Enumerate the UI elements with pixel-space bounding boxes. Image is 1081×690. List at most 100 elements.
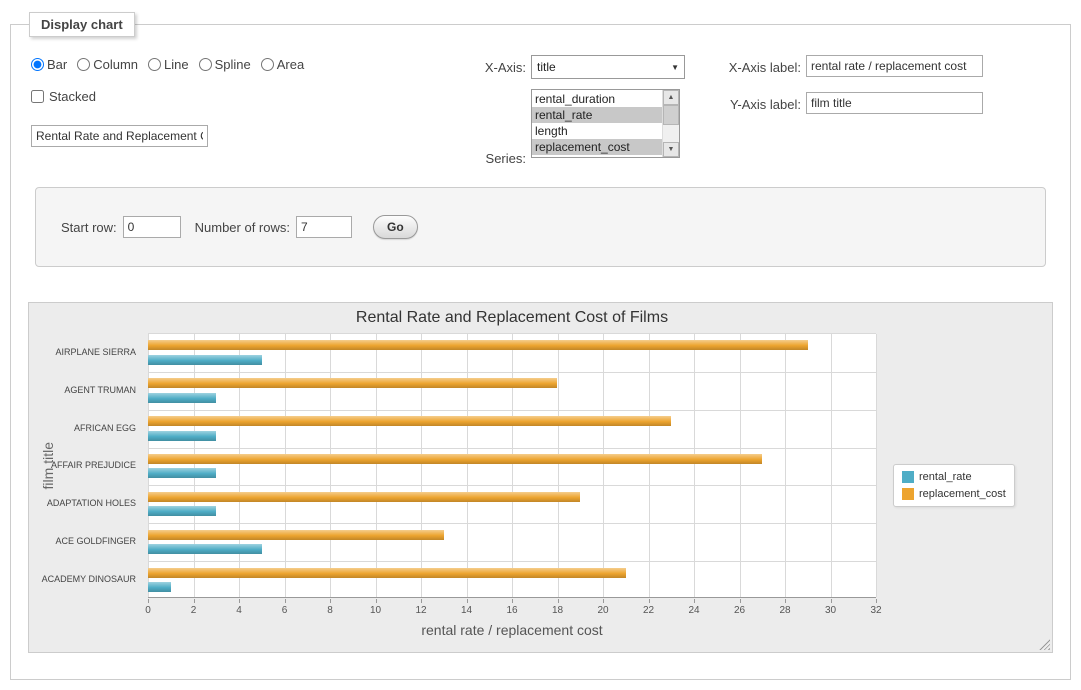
series-option[interactable]: rental_rate <box>532 107 662 123</box>
chart-type-radio-spline[interactable] <box>199 58 212 71</box>
chart-type-option-area[interactable]: Area <box>261 57 304 72</box>
legend-swatch <box>902 471 914 483</box>
bar-rental_rate <box>148 431 216 441</box>
tick-mark <box>239 599 240 603</box>
series-label-text: Series: <box>431 151 526 166</box>
display-chart-panel: Display chart BarColumnLineSplineArea St… <box>10 12 1071 680</box>
start-row-input[interactable] <box>123 216 181 238</box>
bar-replacement_cost <box>148 492 580 502</box>
chart-title: Rental Rate and Replacement Cost of Film… <box>148 309 876 327</box>
y-axis-label-input[interactable] <box>806 92 983 114</box>
scroll-down-icon[interactable]: ▼ <box>663 142 679 157</box>
go-button[interactable]: Go <box>373 215 418 239</box>
stacked-checkbox[interactable] <box>31 90 44 103</box>
chart-type-label: Column <box>93 57 138 72</box>
chart-type-radio-column[interactable] <box>77 58 90 71</box>
bar-rental_rate <box>148 468 216 478</box>
chart-type-radio-line[interactable] <box>148 58 161 71</box>
legend-item-replacement_cost[interactable]: replacement_cost <box>902 488 1006 500</box>
gridline <box>558 334 559 597</box>
series-option[interactable]: rental_duration <box>532 91 662 107</box>
tick-mark <box>376 599 377 603</box>
bar-replacement_cost <box>148 568 626 578</box>
bar-rental_rate <box>148 393 216 403</box>
tick-mark <box>421 599 422 603</box>
tick-mark <box>148 599 149 603</box>
number-of-rows-label: Number of rows: <box>195 220 290 235</box>
category-label: ADAPTATION HOLES <box>29 484 136 522</box>
legend-item-rental_rate[interactable]: rental_rate <box>902 471 1006 483</box>
stacked-option[interactable]: Stacked <box>31 89 96 104</box>
category-axis: AIRPLANE SIERRAAGENT TRUMANAFRICAN EGGAF… <box>29 333 142 598</box>
stacked-label: Stacked <box>49 89 96 104</box>
resize-handle-icon[interactable] <box>1039 639 1050 650</box>
gridline <box>330 334 331 597</box>
tick-mark <box>785 599 786 603</box>
x-axis-ticks: 02468101214161820222426283032 <box>148 599 876 621</box>
chart-legend: rental_rate replacement_cost <box>893 464 1015 507</box>
chart-controls: BarColumnLineSplineArea Stacked X-Axis: … <box>11 37 1070 187</box>
scrollbar-thumb[interactable] <box>663 105 679 125</box>
series-option[interactable]: replacement_cost <box>532 139 662 155</box>
gridline <box>194 334 195 597</box>
x-axis-label-input[interactable] <box>806 55 983 77</box>
category-label: ACADEMY DINOSAUR <box>29 560 136 598</box>
chart-type-option-bar[interactable]: Bar <box>31 57 67 72</box>
gridline <box>148 523 876 524</box>
series-options-list: rental_durationrental_ratelengthreplacem… <box>532 90 662 157</box>
gridline <box>239 334 240 597</box>
bar-replacement_cost <box>148 378 557 388</box>
x-tick-label: 28 <box>765 605 805 616</box>
scroll-up-icon[interactable]: ▲ <box>663 90 679 105</box>
tick-mark <box>740 599 741 603</box>
series-multiselect[interactable]: rental_durationrental_ratelengthreplacem… <box>531 89 680 158</box>
x-axis-select-wrap: title ▼ <box>531 55 685 79</box>
chart-type-option-spline[interactable]: Spline <box>199 57 251 72</box>
x-tick-label: 18 <box>538 605 578 616</box>
gridline <box>148 485 876 486</box>
chart-type-option-column[interactable]: Column <box>77 57 138 72</box>
bar-replacement_cost <box>148 416 671 426</box>
y-axis-label-field-label: Y-Axis label: <box>697 97 801 112</box>
number-of-rows-input[interactable] <box>296 216 352 238</box>
bar-rental_rate <box>148 582 171 592</box>
gridline <box>831 334 832 597</box>
bar-rental_rate <box>148 506 216 516</box>
tick-mark <box>831 599 832 603</box>
chart-type-group: Bar Column Line Spline Area <box>31 57 304 72</box>
x-axis-select[interactable]: title <box>531 55 685 79</box>
gridline <box>148 448 876 449</box>
tick-mark <box>285 599 286 603</box>
chart-type-radio-area[interactable] <box>261 58 274 71</box>
tick-mark <box>467 599 468 603</box>
x-tick-label: 0 <box>128 605 168 616</box>
plot-area <box>148 333 876 598</box>
x-tick-label: 4 <box>219 605 259 616</box>
legend-label: rental_rate <box>919 471 972 483</box>
scrollbar[interactable]: ▲ ▼ <box>662 90 679 157</box>
category-label: AGENT TRUMAN <box>29 371 136 409</box>
x-tick-label: 30 <box>811 605 851 616</box>
gridline <box>467 334 468 597</box>
start-row-label: Start row: <box>61 220 117 235</box>
gridline <box>148 410 876 411</box>
category-label: AFFAIR PREJUDICE <box>29 447 136 485</box>
tick-mark <box>603 599 604 603</box>
gridline <box>876 334 877 597</box>
chart-type-label: Line <box>164 57 189 72</box>
chart-container: Rental Rate and Replacement Cost of Film… <box>28 302 1053 653</box>
x-tick-label: 16 <box>492 605 532 616</box>
x-axis-label-field-label: X-Axis label: <box>697 60 801 75</box>
gridline <box>785 334 786 597</box>
tick-mark <box>876 599 877 603</box>
chart-type-option-line[interactable]: Line <box>148 57 189 72</box>
bar-rental_rate <box>148 355 262 365</box>
chart-title-input[interactable] <box>31 125 208 147</box>
series-option[interactable]: length <box>532 123 662 139</box>
x-tick-label: 22 <box>629 605 669 616</box>
rows-form: Start row: Number of rows: Go <box>35 187 1046 267</box>
x-tick-label: 10 <box>356 605 396 616</box>
category-label: AIRPLANE SIERRA <box>29 333 136 371</box>
chart-type-radio-bar[interactable] <box>31 58 44 71</box>
gridline <box>421 334 422 597</box>
